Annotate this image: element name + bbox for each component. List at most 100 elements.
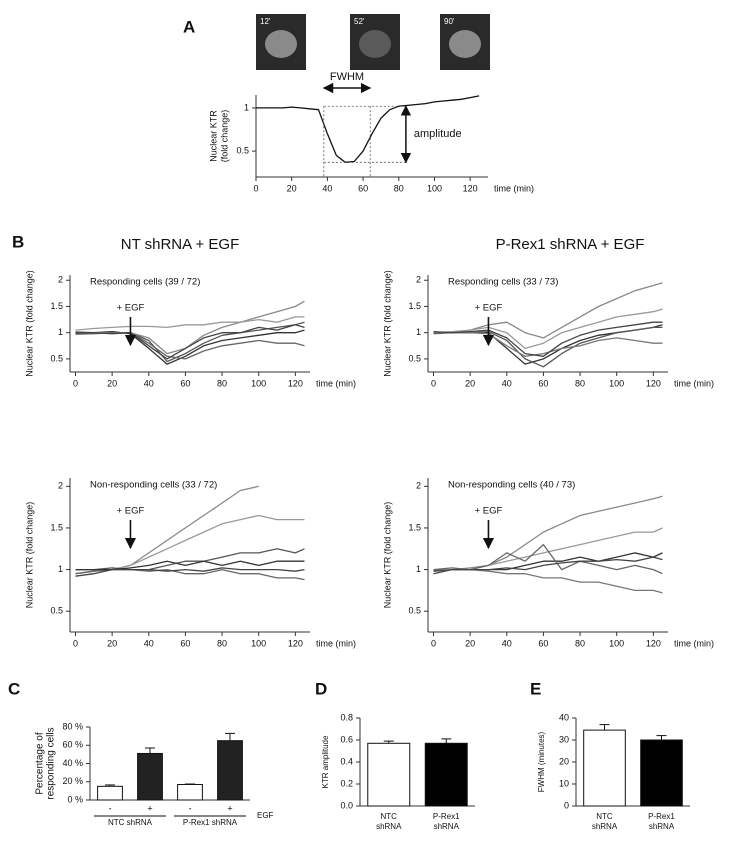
egf-label: + EGF xyxy=(117,303,145,314)
y-axis-label: KTR amplitude xyxy=(321,735,330,788)
y-axis-label: (fold change) xyxy=(219,110,229,163)
bar xyxy=(640,739,683,807)
y-tick-label: 1 xyxy=(416,564,421,574)
x-tick-label: 100 xyxy=(427,183,442,193)
x-tick-label: 100 xyxy=(251,378,266,388)
y-tick-label: 1.5 xyxy=(50,301,63,311)
y-tick-label: 1 xyxy=(58,327,63,337)
x-tick-label: 100 xyxy=(609,638,624,648)
thumbnail-label: 90' xyxy=(444,17,455,26)
y-tick-label: 1 xyxy=(416,327,421,337)
panel-label: C xyxy=(8,679,20,698)
y-tick-label: 1 xyxy=(244,102,249,112)
trace xyxy=(75,548,305,571)
panel-label: D xyxy=(315,679,327,698)
y-tick-label: 40 % xyxy=(62,758,83,768)
x-tick-label: 40 xyxy=(144,378,154,388)
trace xyxy=(75,567,305,577)
x-tick-label: 60 xyxy=(538,638,548,648)
subtitle: Responding cells (39 / 72) xyxy=(90,277,200,288)
y-tick-label: 2 xyxy=(416,481,421,491)
bar xyxy=(583,729,626,807)
x-tick-label: NTC xyxy=(381,812,398,821)
x-tick-label: 120 xyxy=(288,378,303,388)
bar xyxy=(97,785,123,801)
y-axis-label: responding cells xyxy=(46,727,57,799)
bar xyxy=(137,752,163,801)
trace xyxy=(433,556,663,575)
y-tick-label: 30 xyxy=(559,734,569,744)
x-tick-label: 0 xyxy=(73,638,78,648)
panel-label: A xyxy=(183,17,195,36)
group-label: NTC shRNA xyxy=(108,818,153,827)
x-tick-label: - xyxy=(189,803,192,813)
x-tick-label: 120 xyxy=(288,638,303,648)
y-tick-label: 0 xyxy=(564,800,569,810)
bar xyxy=(367,742,411,807)
chart-title: NT shRNA + EGF xyxy=(121,236,240,253)
x-tick-label: 120 xyxy=(646,378,661,388)
y-tick-label: 0.5 xyxy=(236,145,249,155)
y-axis-label: Nuclear KTR (fold change) xyxy=(24,502,34,609)
x-tick-label: 60 xyxy=(180,638,190,648)
x-tick-label: 120 xyxy=(463,183,478,193)
y-tick-label: 40 xyxy=(559,712,569,722)
x-tick-label: 120 xyxy=(646,638,661,648)
subtitle: Responding cells (33 / 73) xyxy=(448,277,558,288)
x-tick-label: 80 xyxy=(575,638,585,648)
x-tick-label: 100 xyxy=(251,638,266,648)
amplitude-label: amplitude xyxy=(414,128,462,140)
trace xyxy=(433,495,663,571)
trace xyxy=(433,308,663,350)
trace xyxy=(75,316,305,331)
y-tick-label: 0.5 xyxy=(50,606,63,616)
x-tick-label: P-Rex1 xyxy=(648,812,675,821)
trace xyxy=(433,527,663,571)
x-tick-label: 20 xyxy=(107,638,117,648)
trace xyxy=(433,332,663,357)
x-tick-label: - xyxy=(109,803,112,813)
fwhm-label: FWHM xyxy=(330,71,364,83)
bar xyxy=(424,742,468,807)
y-tick-label: 0.8 xyxy=(340,712,353,722)
y-tick-label: 0.5 xyxy=(408,606,421,616)
x-tick-label: 80 xyxy=(394,183,404,193)
bar xyxy=(217,740,243,801)
x-tick-label: + xyxy=(147,803,152,813)
y-tick-label: 0.6 xyxy=(340,734,353,744)
egf-label: + EGF xyxy=(475,303,503,314)
y-tick-label: 1.5 xyxy=(408,301,421,311)
y-tick-label: 2 xyxy=(58,481,63,491)
trace xyxy=(75,332,305,360)
x-tick-label: 0 xyxy=(73,378,78,388)
y-tick-label: 0.2 xyxy=(340,778,353,788)
y-tick-label: 0.5 xyxy=(50,353,63,363)
trace xyxy=(433,543,663,575)
x-tick-label: 100 xyxy=(609,378,624,388)
x-tick-label: 0 xyxy=(253,183,258,193)
x-tick-label: 20 xyxy=(465,638,475,648)
y-tick-label: 2 xyxy=(58,275,63,285)
x-tick-label: shRNA xyxy=(434,822,460,831)
cell xyxy=(359,30,391,58)
trace xyxy=(433,568,663,594)
x-tick-label: 20 xyxy=(287,183,297,193)
y-tick-label: 1.5 xyxy=(408,522,421,532)
x-tick-label: + xyxy=(227,803,232,813)
y-tick-label: 0.0 xyxy=(340,800,353,810)
x-tick-label: 80 xyxy=(217,378,227,388)
y-axis-label: Nuclear KTR (fold change) xyxy=(382,270,392,377)
y-tick-label: 2 xyxy=(416,275,421,285)
cell xyxy=(265,30,297,58)
y-tick-label: 1.5 xyxy=(50,522,63,532)
y-axis-label: Percentage of xyxy=(35,732,46,794)
egf-label: + EGF xyxy=(475,506,503,517)
x-tick-label: shRNA xyxy=(376,822,402,831)
x-axis-label: time (min) xyxy=(316,378,356,388)
x-tick-label: 40 xyxy=(502,638,512,648)
x-axis-label: time (min) xyxy=(316,638,356,648)
trace xyxy=(433,321,663,357)
x-tick-label: 20 xyxy=(465,378,475,388)
y-tick-label: 0.4 xyxy=(340,756,353,766)
